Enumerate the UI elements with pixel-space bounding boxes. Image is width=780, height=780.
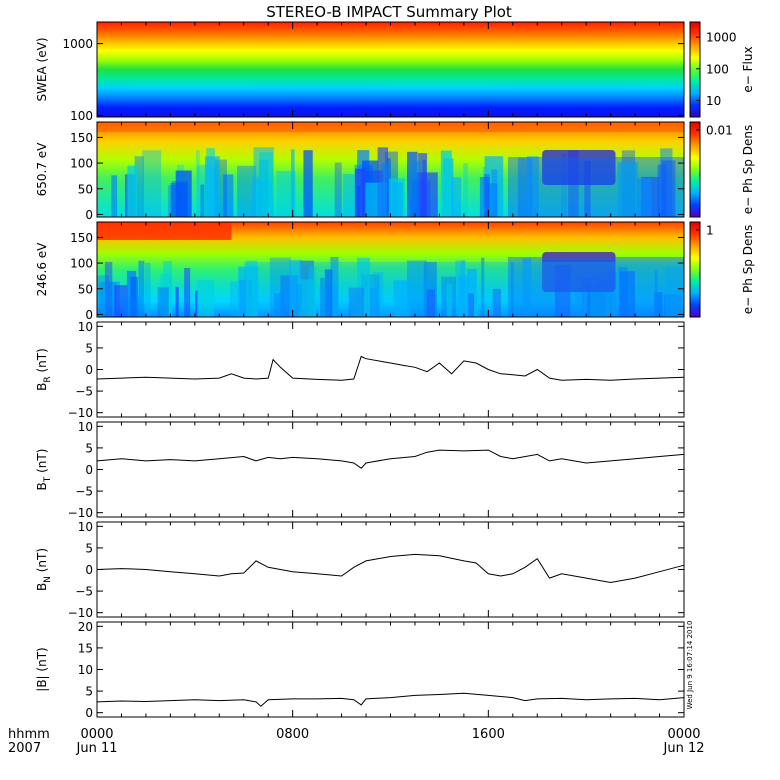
y-tick-label: 0	[85, 563, 93, 577]
panel-2: 0.01 e− Ph Sp Dens 0 50 100 150 650.7 eV	[35, 121, 755, 222]
panel-5: −10 −5 0 5 10 BT (nT)	[35, 420, 685, 520]
y-axis-label: BN (nT)	[35, 548, 53, 591]
x-tick-label: 1600	[472, 727, 505, 742]
y-tick-label: 50	[78, 282, 93, 296]
y-axis-label-unit: (nT)	[35, 548, 49, 576]
y-tick-label: −5	[75, 585, 93, 599]
y-tick-label: 50	[78, 182, 93, 196]
colorbar-tick-label: 0.01	[706, 124, 733, 138]
colorbar-label: e− Ph Sp Dens	[741, 225, 755, 314]
y-tick-label: 0	[85, 208, 93, 222]
plot-title: STEREO-B IMPACT Summary Plot	[266, 3, 512, 21]
y-tick-label: 10	[78, 520, 93, 534]
timestamp-stamp: Wed Jun 9 16:07:14 2010	[686, 621, 694, 710]
panel-frame	[96, 321, 685, 418]
panel-7: 0 5 10 15 20 |B| (nT)	[35, 620, 685, 720]
colorbar	[689, 21, 701, 118]
y-axis-label: |B| (nT)	[35, 647, 49, 691]
y-tick-label: 10	[78, 663, 93, 677]
y-tick-label: 5	[85, 341, 93, 355]
colorbar-label: e− Flux	[741, 46, 755, 92]
y-tick-label: 20	[78, 620, 93, 634]
y-axis-label-sub: T	[43, 476, 53, 483]
y-tick-label: 5	[85, 541, 93, 555]
y-tick-label: 15	[78, 641, 93, 655]
colorbar-label: e− Ph Sp Dens	[741, 125, 755, 214]
y-tick-label: 100	[70, 109, 93, 123]
colorbar-tick-label: 1	[706, 224, 714, 238]
panel-frame	[96, 421, 685, 518]
panel-frame	[96, 621, 685, 718]
spectrogram-texture	[97, 222, 684, 317]
x-tick-date: Jun 11	[76, 741, 118, 756]
y-tick-label: 100	[70, 157, 93, 171]
y-tick-label: −10	[68, 406, 93, 420]
y-axis-label-main: B	[35, 583, 49, 591]
series-line	[96, 449, 685, 469]
y-tick-label: 150	[70, 231, 93, 245]
panel-3: 1 e− Ph Sp Dens 0 50 100 150 246.6 eV	[35, 221, 755, 322]
y-tick-label: 100	[70, 257, 93, 271]
colorbar-tick-label: 10	[706, 94, 721, 108]
y-tick-label: −5	[75, 485, 93, 499]
y-tick-label: 5	[85, 441, 93, 455]
y-axis-label: 246.6 eV	[35, 242, 49, 297]
y-axis-label: SWEA (eV)	[35, 37, 49, 101]
series-line	[96, 355, 685, 381]
colorbar-tick-label: 1000	[706, 31, 737, 45]
y-tick-label: 0	[85, 308, 93, 322]
x-tick-label: 0000	[667, 727, 700, 742]
colorbar	[689, 221, 701, 318]
colorbar	[689, 121, 701, 218]
y-axis-label-main: B	[35, 383, 49, 391]
y-tick-label: 10	[78, 420, 93, 434]
panel-4: −10 −5 0 5 10 BR (nT)	[35, 320, 685, 420]
y-tick-label: 10	[78, 320, 93, 334]
panel-frame	[96, 521, 685, 618]
x-tick-label: 0000	[80, 727, 113, 742]
y-tick-label: 0	[85, 463, 93, 477]
y-axis-label-sub: R	[43, 376, 53, 382]
y-axis-label-unit: (nT)	[35, 449, 49, 477]
colorbar-tick-label: 100	[706, 62, 729, 76]
x-tick-label: 0800	[276, 727, 309, 742]
y-axis-label: 650.7 eV	[35, 142, 49, 197]
y-axis-label: BT (nT)	[35, 449, 53, 491]
y-tick-label: 1000	[62, 37, 93, 51]
y-tick-label: 5	[85, 685, 93, 699]
panel-1: 10 100 1000 e− Flux 100 1000 SWEA (eV)	[35, 21, 755, 123]
series-line	[96, 553, 685, 584]
y-tick-label: −5	[75, 385, 93, 399]
y-axis-label-main: B	[35, 482, 49, 490]
x-tick-date: Jun 12	[663, 741, 705, 756]
series-line	[96, 692, 685, 707]
y-tick-label: 150	[70, 131, 93, 145]
y-axis-label-unit: (nT)	[35, 348, 49, 376]
spectrogram-texture	[97, 122, 684, 217]
y-tick-label: −10	[68, 506, 93, 520]
y-tick-label: −10	[68, 606, 93, 620]
y-tick-label: 0	[85, 363, 93, 377]
y-axis-label: BR (nT)	[35, 348, 53, 391]
y-tick-label: 0	[85, 706, 93, 720]
panel-6: −10 −5 0 5 10 BN (nT)	[35, 520, 685, 620]
time-axis-corner-hhmm: hhmm	[8, 727, 50, 742]
time-axis-corner-year: 2007	[8, 741, 41, 756]
y-axis-label-sub: N	[43, 576, 53, 583]
spectrogram-image	[97, 22, 684, 117]
